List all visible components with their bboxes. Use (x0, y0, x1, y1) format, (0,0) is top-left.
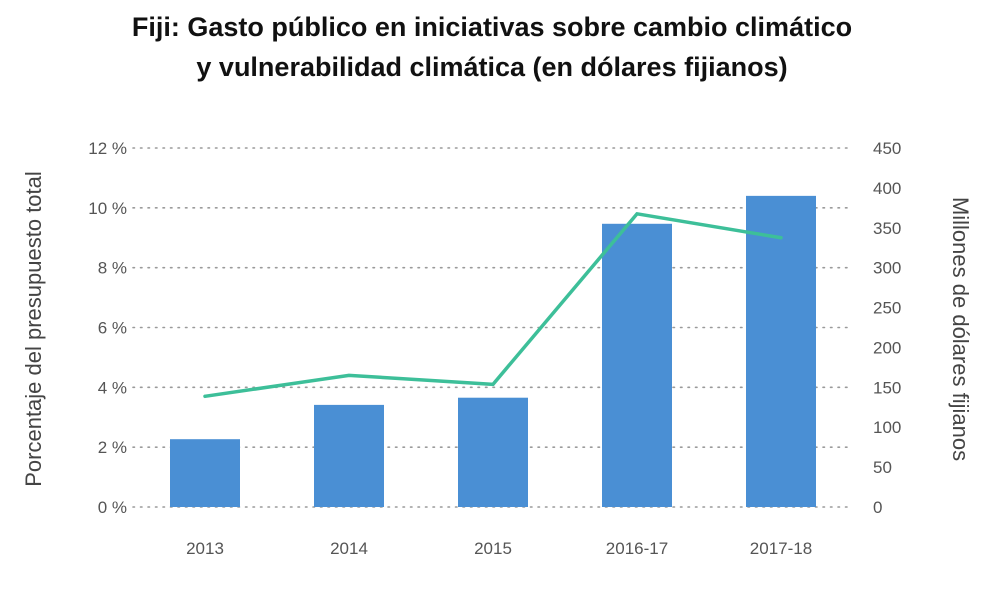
x-tick-label: 2016-17 (606, 539, 668, 558)
bar (602, 223, 672, 508)
right-tick-label: 300 (873, 259, 901, 278)
line-point (779, 236, 783, 240)
x-tick-label: 2017-18 (750, 539, 812, 558)
right-tick-label: 200 (873, 338, 901, 357)
bar (458, 397, 528, 507)
right-tick-label: 350 (873, 219, 901, 238)
right-tick-label: 400 (873, 179, 901, 198)
gridlines (132, 147, 854, 508)
x-tick-label: 2015 (474, 539, 512, 558)
bar (170, 439, 240, 507)
right-tick-label: 250 (873, 299, 901, 318)
right-tick-label: 50 (873, 458, 892, 477)
left-tick-label: 4 % (98, 378, 127, 397)
right-tick-label: 100 (873, 418, 901, 437)
chart-title-line-2: y vulnerabilidad climática (en dólares f… (196, 52, 787, 82)
left-tick-label: 0 % (98, 498, 127, 517)
line-point (491, 382, 495, 386)
right-tick-label: 0 (873, 498, 882, 517)
left-tick-label: 2 % (98, 438, 127, 457)
x-tick-label: 2013 (186, 539, 224, 558)
line-point (347, 373, 351, 377)
line-point (635, 212, 639, 216)
x-axis-ticks: 2013 2014 2015 2016-17 2017-18 (186, 539, 812, 558)
line-series (203, 212, 783, 399)
left-tick-label: 12 % (88, 139, 127, 158)
line-point (203, 394, 207, 398)
bar (314, 404, 384, 507)
right-tick-label: 150 (873, 378, 901, 397)
bar (746, 195, 816, 507)
right-tick-label: 450 (873, 139, 901, 158)
left-tick-label: 8 % (98, 259, 127, 278)
left-tick-label: 6 % (98, 319, 127, 338)
left-tick-label: 10 % (88, 199, 127, 218)
x-tick-label: 2014 (330, 539, 368, 558)
chart-title-line-1: Fiji: Gasto público en iniciativas sobre… (132, 12, 852, 42)
series-line (203, 212, 783, 399)
right-axis-ticks: 0 50 100 150 200 250 300 350 400 450 (873, 139, 901, 517)
right-axis-title: Millones de dólares fijianos (948, 197, 973, 461)
left-axis-ticks: 0 % 2 % 4 % 6 % 8 % 10 % 12 % (88, 139, 127, 517)
left-axis-title: Porcentaje del presupuesto total (21, 171, 46, 487)
bar-series (170, 195, 816, 508)
